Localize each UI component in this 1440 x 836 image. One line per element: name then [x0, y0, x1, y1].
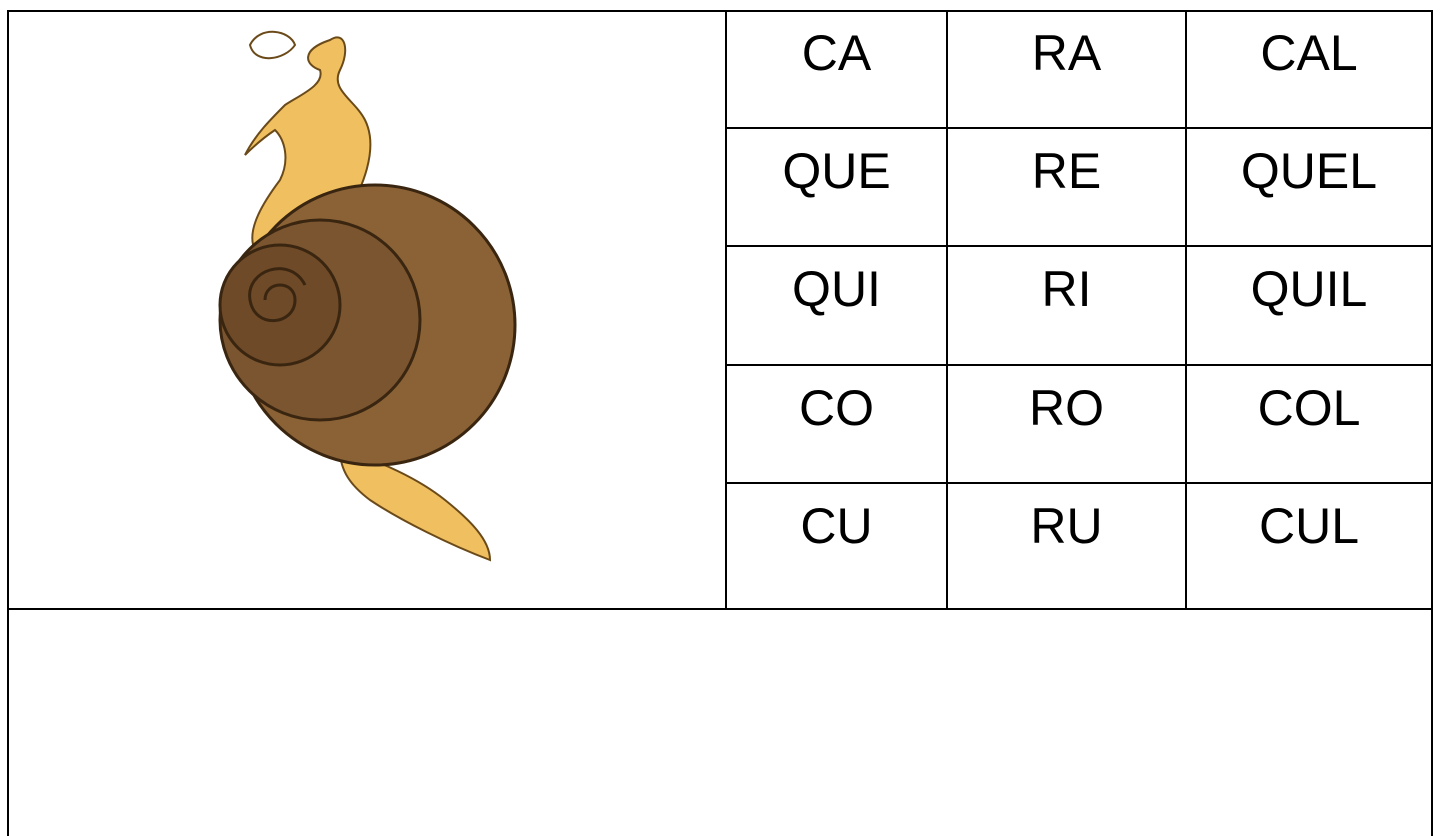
syllable-cell: COL	[1257, 380, 1361, 436]
syllable-cell: RE	[1031, 143, 1102, 199]
syllable-cell: RA	[1031, 25, 1102, 81]
syllable-cell: CA	[801, 25, 872, 81]
syllable-cell: QUEL	[1240, 143, 1378, 199]
syllable-cell: QUI	[792, 261, 881, 317]
snail-image	[218, 30, 517, 562]
syllable-cell: CU	[800, 498, 873, 554]
syllable-cell: RI	[1041, 261, 1092, 317]
syllable-cell: CO	[799, 380, 874, 436]
syllable-cell: QUIL	[1250, 261, 1368, 317]
syllable-cell: QUE	[782, 143, 891, 199]
syllable-cell: RO	[1029, 380, 1104, 436]
syllable-cell: RU	[1030, 498, 1103, 554]
syllable-cell: CAL	[1260, 25, 1358, 81]
syllable-cell: CUL	[1258, 498, 1360, 554]
